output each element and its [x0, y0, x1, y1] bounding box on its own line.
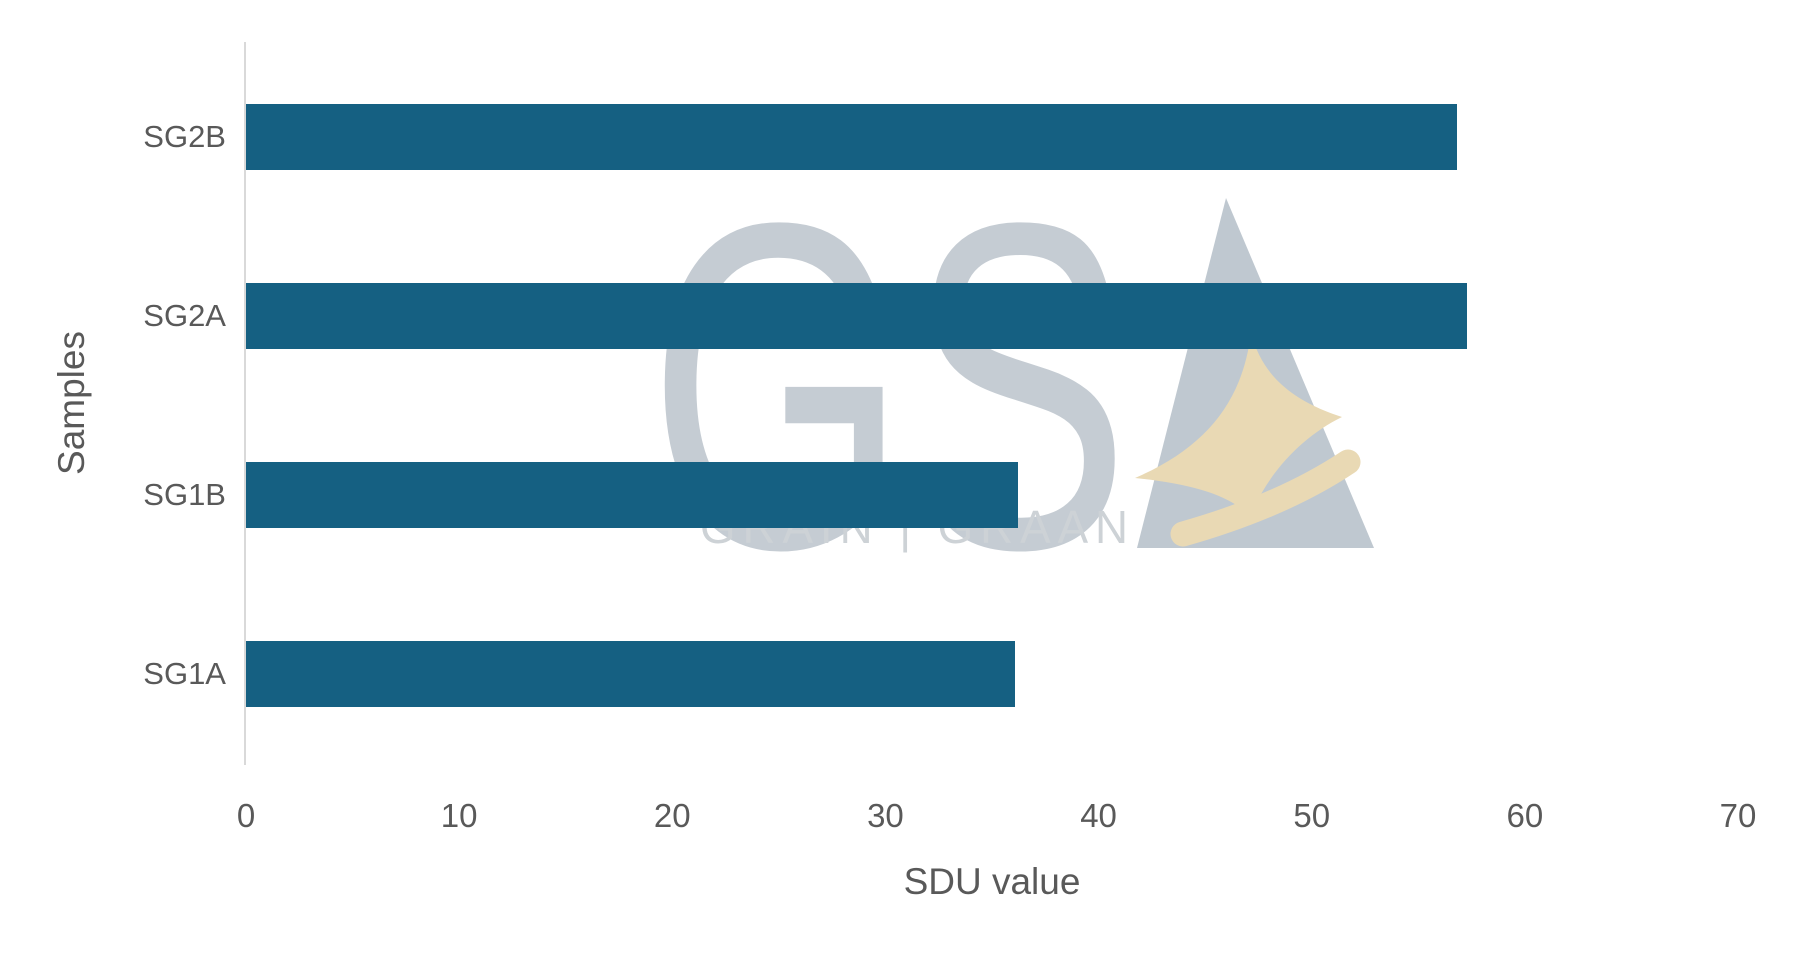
bar-sg1a [246, 640, 1016, 707]
x-tick-30: 30 [867, 797, 904, 834]
x-tick-10: 10 [440, 797, 478, 834]
watermark-chevron-icon [1135, 332, 1342, 517]
bar-sg1b [246, 461, 1018, 528]
watermark-letters: GS [648, 126, 1130, 646]
x-tick-40: 40 [1080, 797, 1117, 834]
x-tick-50: 50 [1293, 797, 1331, 834]
x-tick-60: 60 [1506, 797, 1544, 834]
x-tick-20: 20 [653, 797, 691, 834]
x-tick-70: 70 [1719, 797, 1757, 834]
x-axis-title: SDU value [903, 861, 1081, 902]
x-tick-0: 0 [236, 797, 256, 834]
category-label-sg2b: SG2B [143, 118, 226, 154]
y-axis-title: Samples [51, 331, 92, 475]
bar-sg2b [246, 103, 1457, 170]
bar-sg2a [246, 282, 1468, 349]
category-label-sg1b: SG1B [143, 476, 226, 512]
watermark-chevron-underline-icon [1170, 449, 1361, 547]
category-label-sg1a: SG1A [143, 655, 226, 691]
category-label-sg2a: SG2A [143, 297, 226, 333]
y-axis-line [244, 42, 246, 765]
